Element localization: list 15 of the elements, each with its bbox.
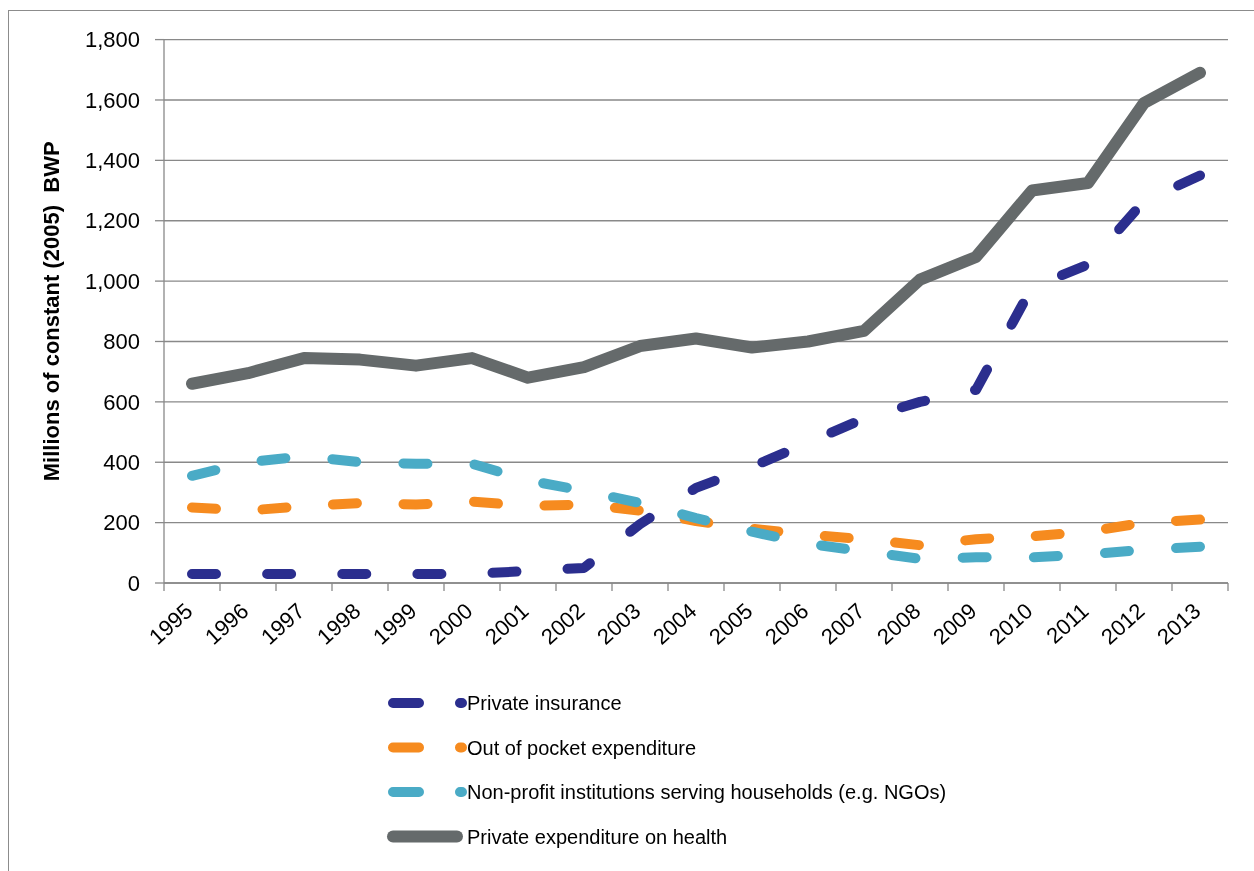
y-tick-label: 1,800	[84, 27, 140, 53]
y-tick-label: 200	[103, 510, 140, 536]
legend-label: Non-profit institutions serving households (e.g. NGOs)	[467, 781, 947, 803]
y-tick-label: 1,600	[84, 87, 140, 113]
y-tick-label: 1,200	[84, 208, 140, 234]
legend-label: Private insurance	[467, 692, 622, 714]
legend-label: Out of pocket expenditure	[467, 736, 697, 759]
legend-label: Private expenditure on health	[467, 825, 728, 848]
y-axis-title: Millions of constant (2005) BWP	[39, 141, 64, 482]
y-tick-label: 0	[127, 570, 140, 596]
y-tick-label: 1,400	[84, 148, 140, 174]
y-tick-label: 1,000	[84, 268, 140, 294]
y-tick-label: 400	[103, 449, 140, 475]
y-tick-label: 800	[103, 329, 140, 355]
y-tick-label: 600	[103, 389, 140, 415]
